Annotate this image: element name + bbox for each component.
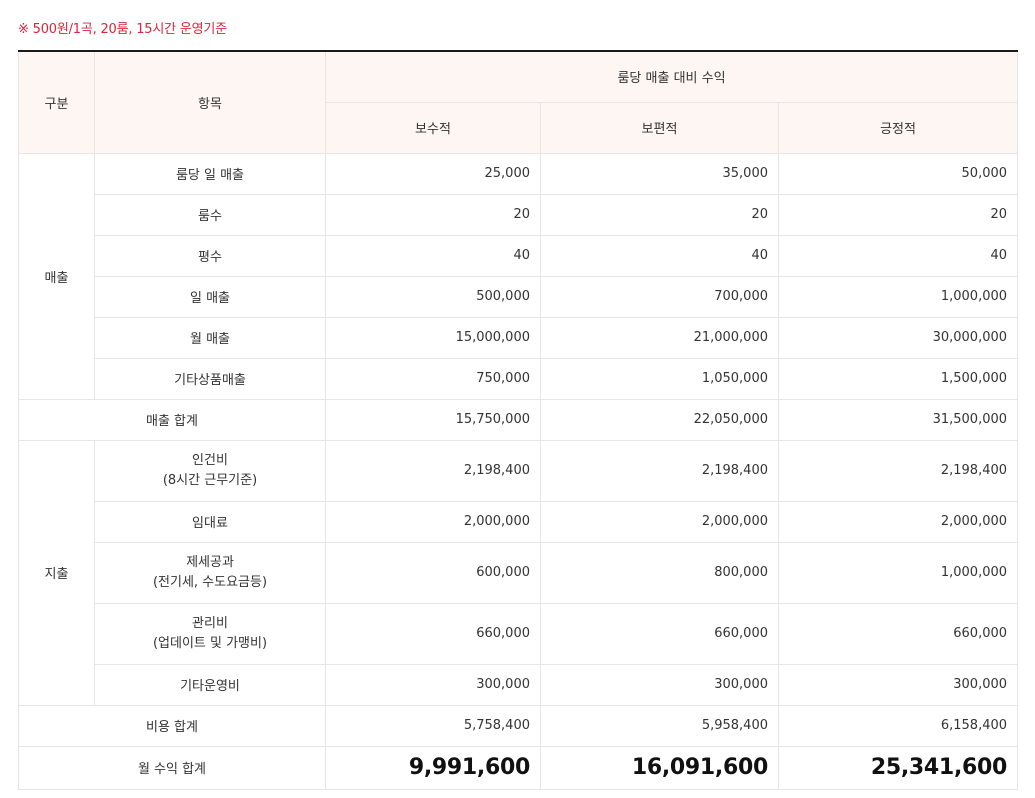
row-label: 제세공과 (전기세, 수도요금등)	[94, 541, 326, 604]
row-label: 월 매출	[94, 316, 326, 359]
category-sales: 매출	[18, 152, 95, 400]
value-optimistic: 660,000	[777, 602, 1019, 665]
table-row: 평수 40 40 40	[19, 234, 1019, 277]
row-label-main: 인건비	[192, 452, 228, 468]
category-expenses: 지출	[18, 439, 95, 706]
row-label-sub: (전기세, 수도요금등)	[152, 574, 268, 590]
row-label: 인건비 (8시간 근무기준)	[94, 439, 326, 502]
value-moderate: 2,198,400	[540, 439, 779, 502]
value-conservative: 660,000	[325, 602, 541, 665]
value-optimistic: 31,500,000	[777, 398, 1019, 441]
value-conservative: 15,750,000	[325, 398, 541, 441]
table-row: 월 매출 15,000,000 21,000,000 30,000,000	[19, 316, 1019, 359]
header-row: 구분 항목 룸당 매출 대비 수익	[18, 50, 1019, 154]
header-category: 구분	[18, 50, 95, 154]
value-conservative: 500,000	[325, 275, 541, 318]
row-label: 임대료	[94, 500, 326, 543]
table-row: 지출 인건비 (8시간 근무기준) 2,198,400 2,198,400 2,…	[18, 439, 1019, 706]
value-conservative: 2,000,000	[325, 500, 541, 543]
table-row: 매출 룸당 일 매출 25,000 35,000 50,000	[18, 152, 1019, 400]
profit-conservative: 9,991,600	[325, 745, 541, 790]
header-group: 룸당 매출 대비 수익	[324, 50, 1019, 103]
value-conservative: 20	[325, 193, 541, 236]
table-row: 기타운영비 300,000 300,000 300,000	[19, 663, 1019, 706]
header-subrow: 보수적 보편적 긍정적	[19, 101, 1019, 154]
value-optimistic: 30,000,000	[777, 316, 1019, 359]
row-label: 기타운영비	[94, 663, 326, 706]
row-label: 기타상품매출	[94, 357, 326, 400]
value-optimistic: 40	[777, 234, 1019, 277]
value-conservative: 25,000	[325, 152, 541, 195]
header-optimistic: 긍정적	[777, 101, 1019, 154]
value-optimistic: 300,000	[777, 663, 1019, 706]
header-moderate: 보편적	[540, 101, 779, 154]
table-row: 기타상품매출 750,000 1,050,000 1,500,000	[19, 357, 1019, 400]
value-moderate: 800,000	[540, 541, 779, 604]
profit-total-label: 월 수익 합계	[18, 745, 326, 790]
calculation-basis-note: ※ 500원/1곡, 20룸, 15시간 운영기준	[18, 22, 227, 37]
value-moderate: 20	[540, 193, 779, 236]
value-conservative: 750,000	[325, 357, 541, 400]
row-label-main: 제세공과	[186, 554, 234, 570]
profit-moderate: 16,091,600	[540, 745, 779, 790]
value-conservative: 5,758,400	[325, 704, 541, 747]
value-optimistic: 2,198,400	[777, 439, 1019, 502]
header-item: 항목	[94, 50, 326, 154]
value-optimistic: 20	[777, 193, 1019, 236]
value-conservative: 2,198,400	[325, 439, 541, 502]
value-moderate: 35,000	[540, 152, 779, 195]
value-optimistic: 2,000,000	[777, 500, 1019, 543]
value-moderate: 700,000	[540, 275, 779, 318]
value-conservative: 40	[325, 234, 541, 277]
value-conservative: 15,000,000	[325, 316, 541, 359]
expenses-total-label: 비용 합계	[18, 704, 326, 747]
profit-total-row: 월 수익 합계 9,991,600 16,091,600 25,341,600	[18, 745, 1019, 790]
value-moderate: 21,000,000	[540, 316, 779, 359]
table-row: 임대료 2,000,000 2,000,000 2,000,000	[19, 500, 1019, 543]
sales-total-row: 매출 합계 15,750,000 22,050,000 31,500,000	[18, 398, 1019, 441]
row-label: 룸수	[94, 193, 326, 236]
value-moderate: 1,050,000	[540, 357, 779, 400]
table-row: 관리비 (업데이트 및 가맹비) 660,000 660,000 660,000	[19, 602, 1019, 665]
value-moderate: 22,050,000	[540, 398, 779, 441]
row-label: 평수	[94, 234, 326, 277]
value-moderate: 2,000,000	[540, 500, 779, 543]
profit-optimistic: 25,341,600	[777, 745, 1019, 790]
row-label: 일 매출	[94, 275, 326, 318]
expenses-total-row: 비용 합계 5,758,400 5,958,400 6,158,400	[18, 704, 1019, 747]
value-optimistic: 1,000,000	[777, 275, 1019, 318]
value-optimistic: 1,000,000	[777, 541, 1019, 604]
revenue-table: 구분 항목 룸당 매출 대비 수익 보수적 보편적 긍정적 매출 룸당 일 매출…	[18, 50, 1019, 790]
value-optimistic: 1,500,000	[777, 357, 1019, 400]
value-moderate: 40	[540, 234, 779, 277]
value-moderate: 300,000	[540, 663, 779, 706]
table-row: 제세공과 (전기세, 수도요금등) 600,000 800,000 1,000,…	[19, 541, 1019, 604]
header-conservative: 보수적	[325, 101, 541, 154]
sales-total-label: 매출 합계	[18, 398, 326, 441]
row-label-sub: (업데이트 및 가맹비)	[152, 635, 268, 651]
row-label: 룸당 일 매출	[94, 152, 326, 195]
value-conservative: 300,000	[325, 663, 541, 706]
value-conservative: 600,000	[325, 541, 541, 604]
row-label: 관리비 (업데이트 및 가맹비)	[94, 602, 326, 665]
row-label-sub: (8시간 근무기준)	[162, 472, 258, 488]
row-label-main: 관리비	[192, 615, 228, 631]
value-moderate: 660,000	[540, 602, 779, 665]
value-moderate: 5,958,400	[540, 704, 779, 747]
table-row: 룸수 20 20 20	[19, 193, 1019, 236]
value-optimistic: 50,000	[777, 152, 1019, 195]
value-optimistic: 6,158,400	[777, 704, 1019, 747]
table-row: 일 매출 500,000 700,000 1,000,000	[19, 275, 1019, 318]
